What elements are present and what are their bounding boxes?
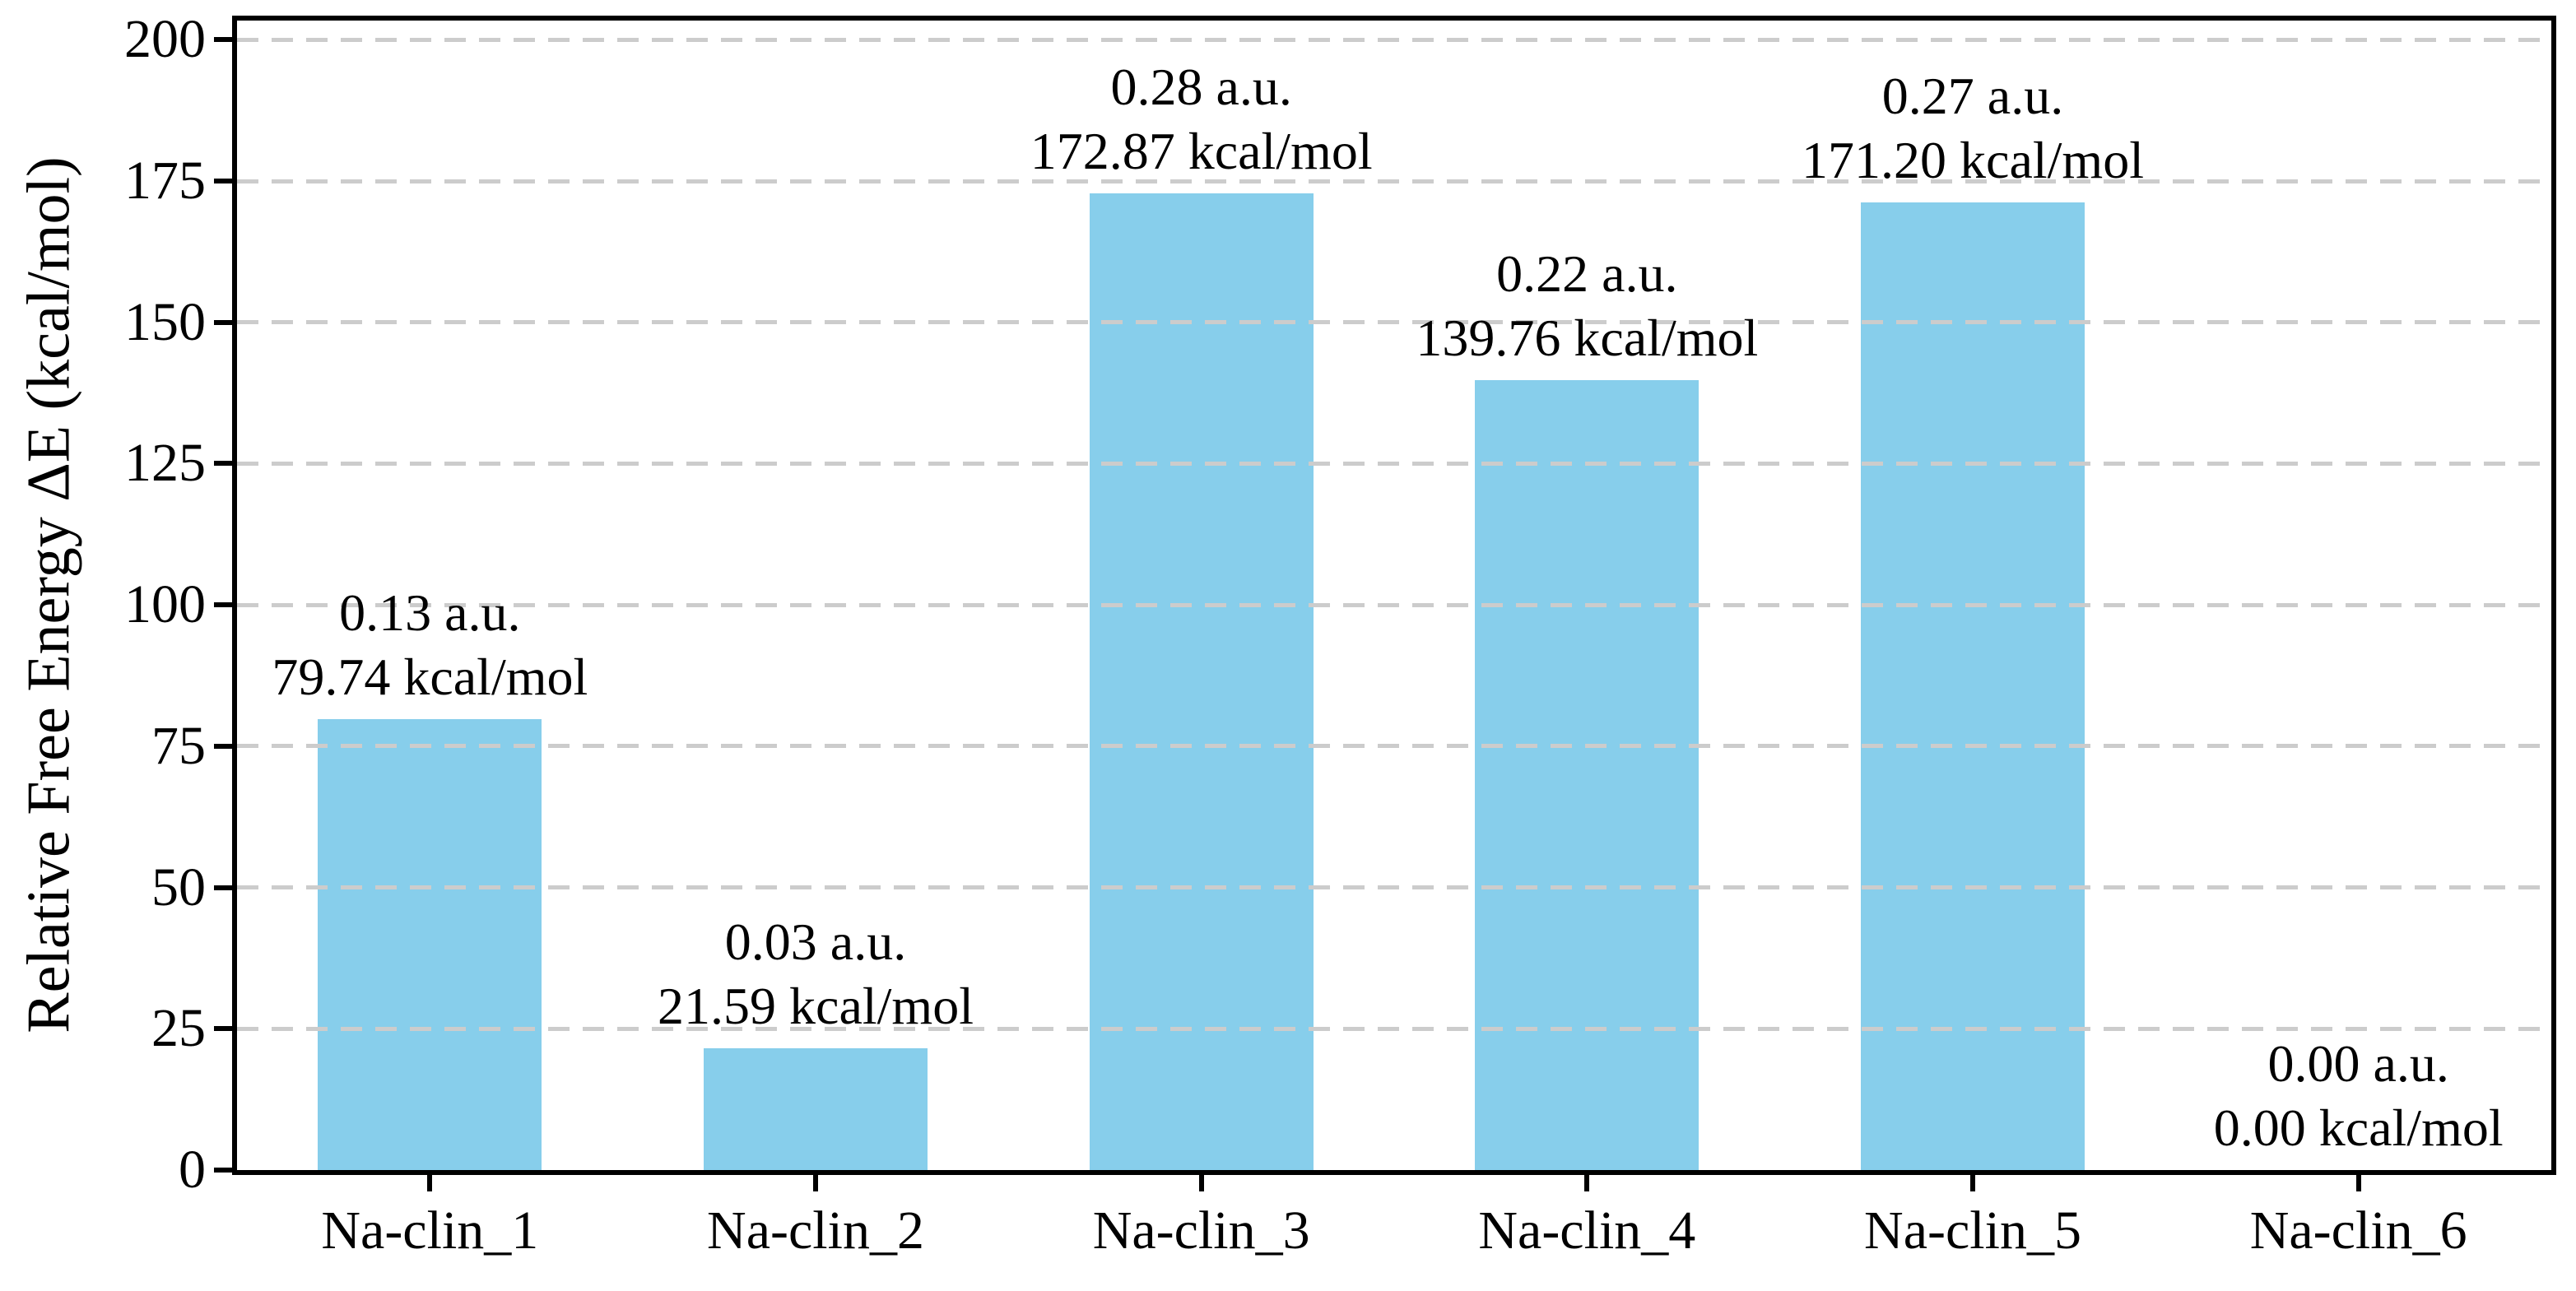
bar-Na-clin_1 — [318, 719, 542, 1170]
y-tick-label-150: 150 — [124, 291, 206, 352]
x-tick-mark-Na-clin_1 — [427, 1170, 433, 1191]
gridline-y-125 — [237, 461, 2551, 466]
y-tick-label-200: 200 — [124, 9, 206, 70]
y-tick-label-0: 0 — [179, 1140, 206, 1200]
gridline-y-175 — [237, 179, 2551, 183]
x-tick-label-Na-clin_3: Na-clin_3 — [1092, 1200, 1310, 1261]
annotation-au-value: 0.00 a.u. — [2267, 1034, 2449, 1093]
x-tick-mark-Na-clin_6 — [2355, 1170, 2361, 1191]
y-tick-label-25: 25 — [151, 998, 206, 1059]
annotation-kcal-value: 21.59 kcal/mol — [658, 976, 974, 1035]
y-tick-mark-75 — [214, 743, 237, 749]
gridline-y-50 — [237, 885, 2551, 890]
x-tick-mark-Na-clin_2 — [813, 1170, 818, 1191]
y-tick-mark-150 — [214, 319, 237, 325]
gridline-y-100 — [237, 602, 2551, 607]
annotation-au-value: 0.03 a.u. — [724, 912, 907, 971]
annotation-Na-clin_4: 0.22 a.u. 139.76 kcal/mol — [1416, 242, 1758, 370]
y-tick-label-50: 50 — [151, 857, 206, 917]
x-tick-label-Na-clin_2: Na-clin_2 — [707, 1200, 924, 1261]
annotation-kcal-value: 172.87 kcal/mol — [1030, 121, 1373, 180]
bar-Na-clin_3 — [1089, 193, 1314, 1170]
annotation-kcal-value: 171.20 kcal/mol — [1802, 131, 2144, 190]
y-tick-label-125: 125 — [124, 433, 206, 494]
y-tick-label-100: 100 — [124, 574, 206, 635]
x-tick-mark-Na-clin_4 — [1584, 1170, 1590, 1191]
gridline-y-25 — [237, 1026, 2551, 1031]
annotation-Na-clin_5: 0.27 a.u. 171.20 kcal/mol — [1802, 64, 2144, 193]
annotation-au-value: 0.28 a.u. — [1110, 57, 1292, 116]
x-tick-label-Na-clin_6: Na-clin_6 — [2249, 1200, 2467, 1261]
y-tick-mark-100 — [214, 602, 237, 608]
y-tick-mark-175 — [214, 179, 237, 184]
y-tick-mark-50 — [214, 885, 237, 890]
annotation-kcal-value: 79.74 kcal/mol — [272, 648, 588, 707]
annotation-kcal-value: 139.76 kcal/mol — [1416, 309, 1759, 368]
annotation-au-value: 0.22 a.u. — [1496, 244, 1678, 304]
gridline-y-75 — [237, 744, 2551, 749]
x-tick-label-Na-clin_1: Na-clin_1 — [321, 1200, 539, 1261]
annotation-Na-clin_2: 0.03 a.u. 21.59 kcal/mol — [658, 910, 974, 1038]
bar-Na-clin_4 — [1475, 380, 1700, 1170]
x-tick-label-Na-clin_4: Na-clin_4 — [1478, 1200, 1696, 1261]
bar-Na-clin_2 — [704, 1047, 928, 1170]
y-tick-mark-125 — [214, 461, 237, 467]
x-tick-label-Na-clin_5: Na-clin_5 — [1864, 1200, 2081, 1261]
bar-Na-clin_5 — [1861, 202, 2085, 1170]
y-tick-mark-0 — [214, 1168, 237, 1173]
y-tick-mark-25 — [214, 1026, 237, 1032]
x-tick-mark-Na-clin_3 — [1198, 1170, 1204, 1191]
y-tick-mark-200 — [214, 37, 237, 43]
annotation-Na-clin_3: 0.28 a.u. 172.87 kcal/mol — [1030, 55, 1373, 183]
gridline-y-200 — [237, 37, 2551, 42]
annotation-au-value: 0.13 a.u. — [339, 583, 521, 643]
annotation-au-value: 0.27 a.u. — [1881, 67, 2064, 126]
y-tick-label-175: 175 — [124, 151, 206, 211]
annotation-Na-clin_6: 0.00 a.u. 0.00 kcal/mol — [2214, 1032, 2504, 1160]
gridline-y-150 — [237, 320, 2551, 325]
y-tick-label-75: 75 — [151, 715, 206, 776]
x-tick-mark-Na-clin_5 — [1970, 1170, 1975, 1191]
annotation-Na-clin_1: 0.13 a.u. 79.74 kcal/mol — [272, 581, 588, 709]
annotation-kcal-value: 0.00 kcal/mol — [2213, 1098, 2504, 1157]
